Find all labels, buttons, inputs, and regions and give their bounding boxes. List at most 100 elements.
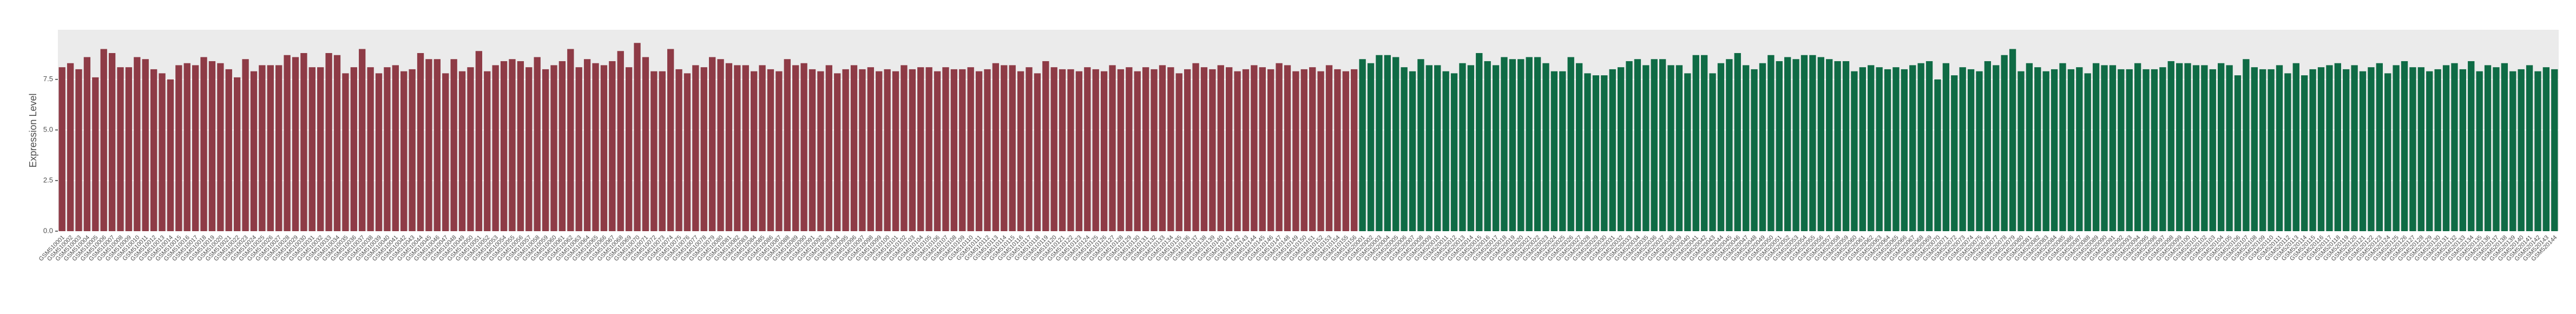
bar [1484, 61, 1491, 232]
bar [142, 59, 149, 231]
bar [1117, 69, 1125, 231]
bar [850, 65, 858, 232]
bar [2442, 65, 2450, 232]
bar [659, 71, 666, 231]
bar [525, 67, 533, 231]
bar [892, 71, 899, 231]
bar [392, 65, 399, 232]
bar [1651, 59, 1658, 231]
bar [125, 67, 133, 231]
bar [1184, 69, 1191, 231]
bar [742, 65, 749, 232]
bar [834, 73, 841, 232]
bar [1834, 61, 1841, 232]
bar [2326, 65, 2333, 232]
bar [1351, 69, 1358, 231]
bar [2176, 63, 2183, 231]
bar [1126, 67, 1133, 231]
bar [1175, 73, 1182, 232]
bar [1584, 73, 1591, 232]
bar [300, 53, 307, 232]
bar [284, 55, 291, 231]
bar [1192, 63, 1199, 231]
bar [342, 73, 349, 232]
bar [784, 59, 791, 231]
bar [500, 61, 508, 232]
bar [2243, 59, 2250, 231]
bar [1984, 61, 1992, 232]
bar [1501, 57, 1508, 232]
bar [717, 59, 724, 231]
bar [1034, 73, 1041, 232]
bar [767, 69, 774, 231]
bar [100, 49, 107, 232]
bar [2259, 69, 2266, 231]
bar [734, 65, 741, 232]
bar [776, 71, 783, 231]
bar [250, 71, 258, 231]
bar [1334, 69, 1341, 231]
bar [433, 59, 441, 231]
bar [333, 55, 341, 231]
bar [367, 67, 374, 231]
bar [2509, 71, 2516, 231]
bar [2409, 67, 2416, 231]
bar [2526, 65, 2533, 232]
bar [1284, 65, 1291, 232]
bar [200, 57, 207, 232]
bar [1534, 57, 1541, 232]
bar [2518, 69, 2525, 231]
bar [1142, 67, 1149, 231]
bar [325, 53, 332, 232]
bar [2334, 63, 2341, 231]
bar [625, 67, 633, 231]
bar [1817, 57, 1824, 232]
bar [409, 69, 416, 231]
bar [1217, 65, 1224, 232]
bar [2209, 69, 2216, 231]
bar [375, 73, 383, 232]
bar [317, 67, 324, 231]
bar [308, 67, 316, 231]
bar [992, 63, 1000, 231]
bar [1575, 63, 1583, 231]
bar [2459, 69, 2467, 231]
bar [425, 59, 432, 231]
bar [2284, 73, 2291, 232]
bar [75, 69, 82, 231]
bar [509, 59, 516, 231]
bar [2301, 75, 2308, 231]
bar [1700, 55, 1708, 231]
y-tick-label: 5.0 [43, 126, 53, 134]
bar [458, 71, 466, 231]
bar [2309, 69, 2316, 231]
bar [975, 71, 983, 231]
bar [1267, 69, 1274, 231]
bar [1726, 59, 1733, 231]
bar [1601, 75, 1608, 231]
bar [1926, 61, 1933, 232]
bar [809, 69, 816, 231]
bar [1492, 65, 1500, 232]
bar [1084, 67, 1091, 231]
bar [609, 61, 616, 232]
bar [1376, 55, 1383, 231]
bar [1075, 71, 1083, 231]
bar [1642, 65, 1650, 232]
bar [2351, 65, 2358, 232]
bar [1542, 63, 1549, 231]
bar [2426, 71, 2433, 231]
bar [1259, 67, 1266, 231]
bar [1159, 65, 1166, 232]
bar [1717, 63, 1725, 231]
bar [901, 65, 908, 232]
bar [1842, 61, 1850, 232]
bar [1967, 69, 1975, 231]
bar [1800, 55, 1808, 231]
bar [2101, 65, 2108, 232]
y-tick-label: 0.0 [43, 226, 53, 234]
bar [542, 69, 549, 231]
bar [550, 65, 557, 232]
bar [1767, 55, 1775, 231]
bar [759, 65, 766, 232]
